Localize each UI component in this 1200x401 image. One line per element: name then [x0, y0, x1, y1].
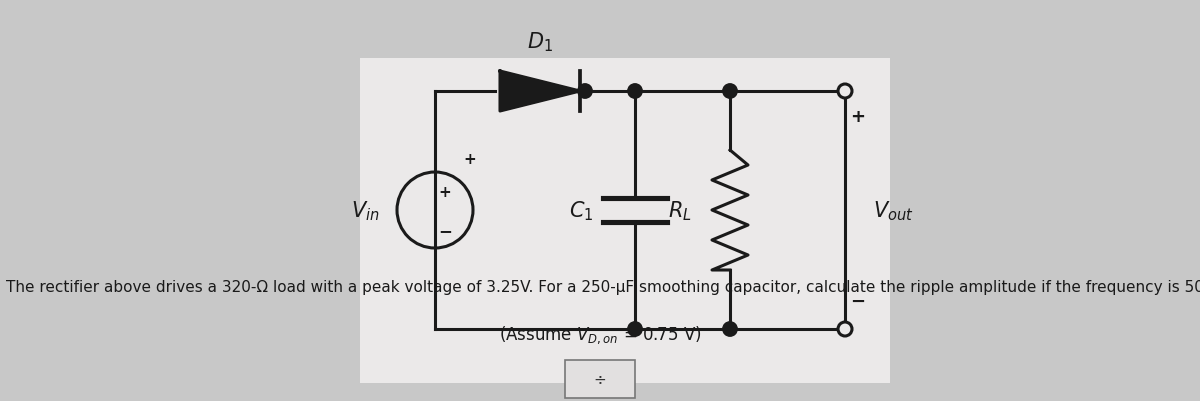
- Text: $V_{\mathregular{in}}$: $V_{\mathregular{in}}$: [352, 199, 380, 222]
- Circle shape: [722, 85, 737, 99]
- Text: ÷: ÷: [594, 371, 606, 387]
- Text: $D_1$: $D_1$: [527, 30, 553, 54]
- Circle shape: [838, 85, 852, 99]
- FancyBboxPatch shape: [360, 59, 890, 383]
- Text: −: −: [438, 221, 452, 239]
- Circle shape: [628, 85, 642, 99]
- Circle shape: [722, 322, 737, 336]
- Text: +: +: [439, 185, 451, 200]
- Text: −: −: [851, 292, 865, 310]
- Text: +: +: [851, 108, 865, 126]
- Circle shape: [838, 322, 852, 336]
- Text: $V_{\mathregular{out}}$: $V_{\mathregular{out}}$: [872, 199, 913, 222]
- FancyBboxPatch shape: [565, 360, 635, 398]
- Circle shape: [628, 322, 642, 336]
- Text: $C_1$: $C_1$: [569, 199, 593, 222]
- Text: (Assume $V_{D,on}$ = 0.75 V): (Assume $V_{D,on}$ = 0.75 V): [499, 324, 701, 346]
- Polygon shape: [500, 72, 580, 112]
- Text: $R_L$: $R_L$: [668, 199, 692, 222]
- Text: +: +: [463, 152, 476, 166]
- Text: The rectifier above drives a 320-Ω load with a peak voltage of 3.25V. For a 250-: The rectifier above drives a 320-Ω load …: [6, 279, 1200, 294]
- Circle shape: [578, 85, 593, 99]
